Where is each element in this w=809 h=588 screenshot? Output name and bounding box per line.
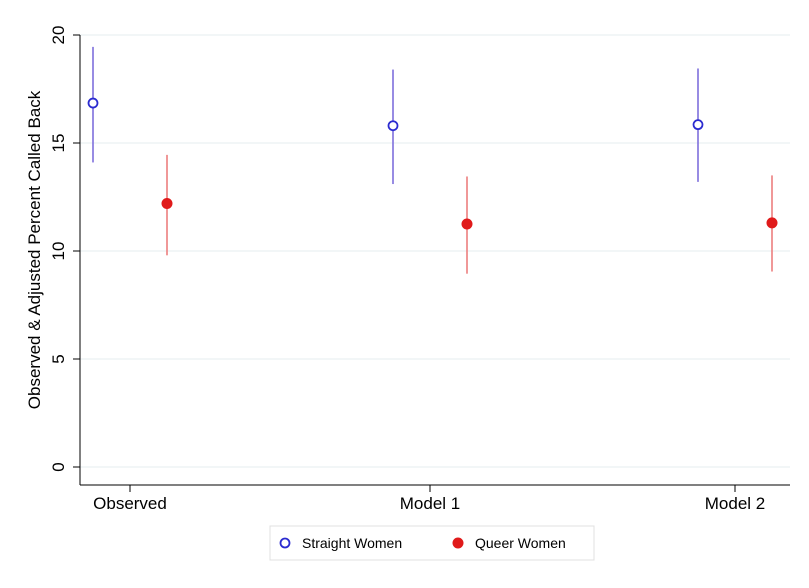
series-0 [87, 46, 704, 185]
data-point [161, 197, 173, 209]
x-tick-label: Observed [93, 494, 167, 513]
data-marks [87, 46, 778, 274]
data-point [387, 120, 399, 132]
series-1 [161, 154, 778, 274]
legend: Straight Women Queer Women [269, 525, 595, 561]
legend-label: Straight Women [302, 535, 402, 551]
legend-marker [452, 537, 464, 549]
legend-marker [279, 537, 291, 549]
x-tick-label: Model 2 [705, 494, 765, 513]
grid-lines [80, 34, 790, 468]
y-tick-label: 10 [49, 242, 68, 261]
y-tick-label: 20 [49, 26, 68, 45]
data-point [766, 217, 778, 229]
legend-label: Queer Women [475, 535, 566, 551]
data-point [692, 119, 704, 131]
x-tick-label: Model 1 [400, 494, 460, 513]
y-tick-label: 5 [49, 354, 68, 363]
y-tick-label: 15 [49, 134, 68, 153]
legend-box [269, 525, 595, 561]
data-point [87, 97, 99, 109]
x-ticks: Observed Model 1 Model 2 [93, 485, 765, 513]
data-point [461, 218, 473, 230]
y-tick-label: 0 [49, 462, 68, 471]
y-ticks: 0 5 10 15 20 [49, 26, 80, 472]
y-axis-title: Observed & Adjusted Percent Called Back [25, 90, 44, 409]
